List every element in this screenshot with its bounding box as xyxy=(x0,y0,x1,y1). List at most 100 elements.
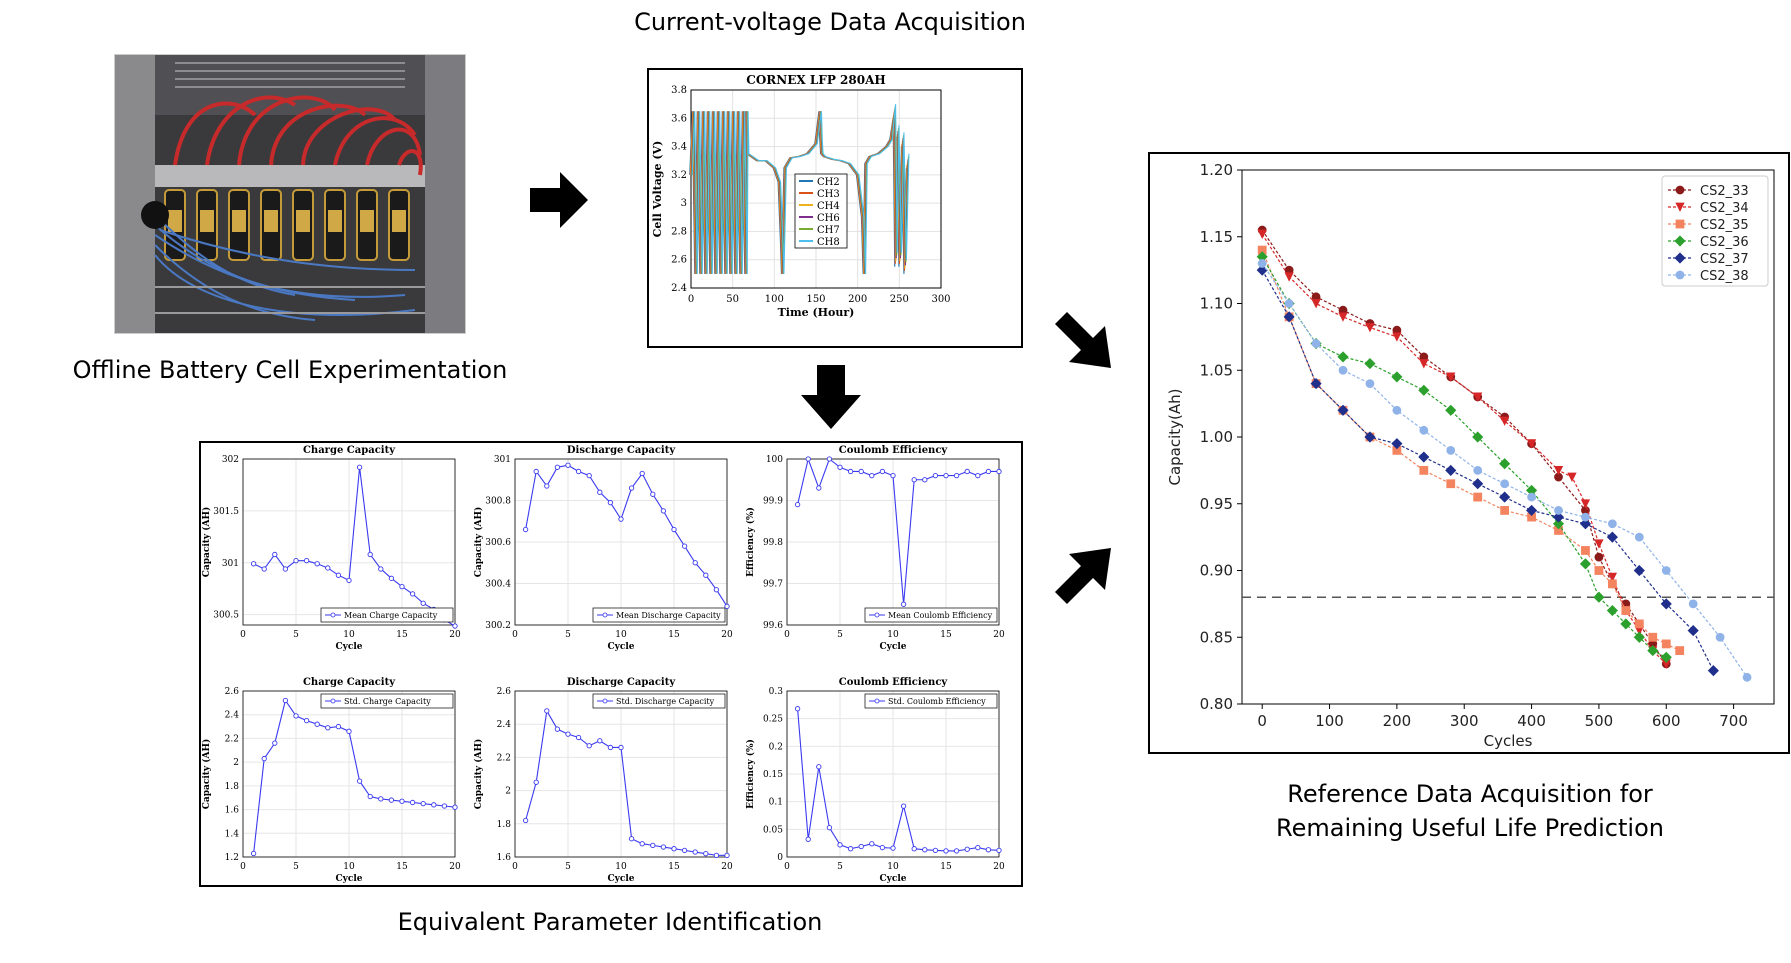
equivalent-parameter-panel: Charge Capacity 0 5 10 15 20 300.5 301 301.5 302 C… xyxy=(199,441,1023,887)
data-point xyxy=(335,723,342,730)
legend-entry: CH4 xyxy=(817,201,840,212)
data-point xyxy=(314,561,320,567)
data-point xyxy=(1661,639,1671,649)
data-point xyxy=(420,800,426,807)
x-tick-label: 10 xyxy=(615,862,627,872)
subplot-legend xyxy=(592,693,726,709)
data-point xyxy=(1633,564,1645,577)
y-tick-label: 2.2 xyxy=(225,734,239,744)
data-point xyxy=(794,706,801,712)
y-tick-label: 100 xyxy=(766,455,783,465)
legend-entry: CH6 xyxy=(817,213,840,224)
legend-marker xyxy=(1675,270,1685,280)
y-tick-label: 0.1 xyxy=(769,798,783,808)
x-tick-label: 0 xyxy=(1257,712,1267,730)
data-point xyxy=(565,731,571,737)
arrow-up-right-icon xyxy=(1055,548,1111,604)
y-tick-label: 300.2 xyxy=(485,621,511,631)
x-tick-label: 0 xyxy=(784,862,790,872)
data-point xyxy=(858,468,864,475)
data-point xyxy=(692,849,698,855)
y-tick-label: 2 xyxy=(233,758,239,768)
data-point xyxy=(1283,311,1295,323)
data-point xyxy=(724,852,730,858)
y-tick-label: 2.6 xyxy=(225,687,240,697)
y-tick-label: 301 xyxy=(494,455,511,465)
data-point xyxy=(922,477,928,483)
data-point xyxy=(1607,572,1618,583)
x-tick-label: 0 xyxy=(512,862,518,872)
data-point xyxy=(703,572,709,578)
y-tick-label: 99.6 xyxy=(763,621,783,631)
legend-marker xyxy=(1674,252,1686,264)
battery-test-rig-photo xyxy=(114,54,466,334)
data-point xyxy=(1580,499,1591,509)
data-point xyxy=(826,456,833,462)
legend-marker xyxy=(1675,185,1685,195)
x-axis-label: Cycle xyxy=(335,642,362,652)
y-tick-label: 300.5 xyxy=(213,611,239,621)
subplot-title: Discharge Capacity xyxy=(567,677,676,688)
legend-marker xyxy=(330,698,336,704)
data-point xyxy=(932,472,939,479)
data-point xyxy=(816,764,822,770)
rul-chart: 0 100 200 300 400 500 600 700 0.80 0.85 0.90 0.95 1.… xyxy=(1166,161,1775,750)
voltage-chart-title: CORNEX LFP 280AH xyxy=(746,73,885,87)
legend-marker xyxy=(1675,219,1685,229)
x-tick-label: 200 xyxy=(1383,712,1412,730)
data-point xyxy=(911,477,917,483)
data-point xyxy=(1310,378,1322,390)
x-tick-label: 15 xyxy=(396,862,408,872)
data-point xyxy=(1338,312,1348,322)
data-point xyxy=(1634,619,1644,629)
data-point xyxy=(607,744,614,751)
data-point xyxy=(1621,606,1631,615)
subplot-legend xyxy=(864,607,998,623)
legend-entry: CS2_34 xyxy=(1700,201,1749,216)
x-tick-label: 15 xyxy=(940,862,952,872)
data-point xyxy=(692,560,698,566)
data-point xyxy=(1606,531,1618,543)
data-point xyxy=(1337,404,1349,416)
data-point xyxy=(325,565,331,571)
series-line xyxy=(525,709,727,856)
battery-rig-illustration xyxy=(115,55,465,333)
y-tick-label: 2.8 xyxy=(671,226,687,237)
std-coulomb-subplot: Coulomb Efficiency 0 5 10 15 20 0 0.05 0.1 0.15 0.… xyxy=(745,677,1005,884)
data-point xyxy=(1607,579,1617,589)
data-point xyxy=(1500,506,1510,515)
data-point xyxy=(805,456,811,462)
series-line xyxy=(1261,229,1667,665)
data-point xyxy=(847,468,854,475)
plot-frame xyxy=(514,458,728,626)
x-tick-label: 100 xyxy=(765,294,784,305)
series-line xyxy=(525,464,728,607)
data-point xyxy=(272,551,278,558)
x-tick-label: 150 xyxy=(806,294,825,305)
data-point xyxy=(1579,518,1592,530)
series-line xyxy=(1261,233,1667,665)
voltage-series-line xyxy=(691,104,910,274)
data-point xyxy=(1688,599,1698,609)
data-point xyxy=(409,799,416,806)
data-point xyxy=(1473,392,1483,402)
y-tick-label: 2.4 xyxy=(225,711,240,721)
series-line xyxy=(1261,249,1680,652)
x-tick-label: 10 xyxy=(887,630,899,640)
y-tick-label: 302 xyxy=(222,455,239,465)
x-tick-label: 50 xyxy=(726,294,739,305)
y-tick-label: 99.9 xyxy=(763,497,783,507)
legend-entry: CH7 xyxy=(817,225,840,236)
legend-entry: Mean Charge Capacity xyxy=(344,611,438,620)
data-point xyxy=(869,841,875,847)
y-tick-label: 2.6 xyxy=(671,255,687,266)
data-point xyxy=(879,844,886,851)
data-point xyxy=(1445,404,1457,416)
y-tick-label: 2.4 xyxy=(671,283,687,294)
data-point xyxy=(1257,259,1267,268)
arrow-down-right-icon xyxy=(1055,312,1111,368)
data-point xyxy=(671,526,677,533)
data-point xyxy=(544,483,550,489)
x-tick-label: 20 xyxy=(449,862,461,872)
plot-frame xyxy=(514,690,728,858)
